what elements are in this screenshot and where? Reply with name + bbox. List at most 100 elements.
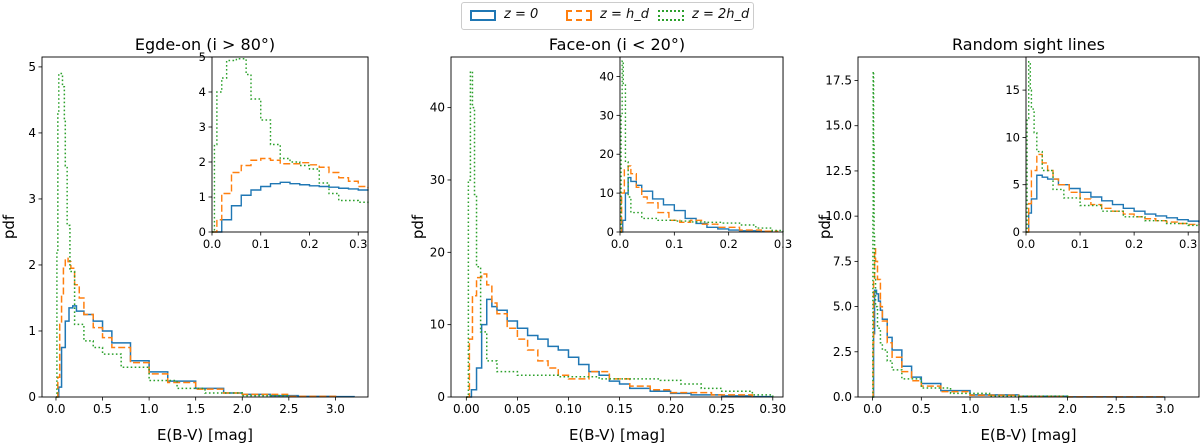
panel-y-tick-label: 20 bbox=[430, 245, 445, 259]
panel-title: Egde-on (i > 80°) bbox=[135, 35, 275, 54]
panel-1: Egde-on (i > 80°) E(B-V) [mag] pdf 0.0 0.5 1.… bbox=[0, 35, 369, 444]
inset-frame bbox=[211, 56, 369, 233]
legend-label-z0: z = 0 bbox=[504, 7, 539, 22]
panel-y-tick-label: 0 bbox=[28, 390, 36, 404]
panel-y-tick-label: 12.5 bbox=[825, 164, 852, 178]
panel-series-line-z0 bbox=[55, 305, 355, 398]
inset-x-tick-label: 0.2 bbox=[720, 237, 738, 251]
inset-frame bbox=[1025, 56, 1200, 233]
panel-x-tick-label: 0.00 bbox=[453, 402, 480, 416]
panel-y-tick-label: 4 bbox=[28, 126, 36, 140]
panel-y-tick-label: 30 bbox=[430, 173, 445, 187]
legend-swatch-z2hd bbox=[658, 10, 684, 21]
panel-3: Random sight lines E(B-V) [mag] pdf 0.0 0.5 1… bbox=[816, 35, 1200, 444]
inset-x-tick-label: 0.0 bbox=[1017, 237, 1035, 251]
inset-y-tick-label: 3 bbox=[199, 120, 206, 134]
panel-x-tick-label: 1.0 bbox=[960, 402, 979, 416]
panel-x-tick-label: 2.0 bbox=[1058, 402, 1077, 416]
y-axis-label: pdf bbox=[816, 214, 834, 239]
inset-x-tick-label: 0.3 bbox=[349, 237, 367, 251]
inset-2: 0.0 0.1 0.2 0.3 0 10 20 30 40 bbox=[599, 56, 792, 251]
panel-x-tick-label: 0.5 bbox=[93, 402, 112, 416]
inset-series-group bbox=[212, 58, 369, 233]
panel-x-tick-label: 0.0 bbox=[46, 402, 65, 416]
inset-series-line-zhd bbox=[620, 165, 779, 233]
panel-series-line-zhd bbox=[466, 273, 754, 398]
panel-y-tick-label: 0 bbox=[437, 390, 445, 404]
inset-x-tick-label: 0.1 bbox=[252, 237, 270, 251]
inset-series-line-zhd bbox=[1026, 153, 1200, 233]
inset-x-tick-label: 0.2 bbox=[300, 237, 318, 251]
inset-y-tick-label: 5 bbox=[199, 50, 206, 64]
inset-x-tick-label: 0.1 bbox=[665, 237, 683, 251]
panel-x-tick-label: 0.15 bbox=[606, 402, 633, 416]
inset-series-group bbox=[1026, 61, 1200, 233]
inset-series-line-zhd bbox=[212, 157, 369, 233]
panel-x-tick-label: 0.20 bbox=[657, 402, 684, 416]
panel-series-line-zhd bbox=[872, 247, 1166, 398]
panel-y-tick-label: 3 bbox=[28, 192, 36, 206]
panel-y-tick-label: 10.0 bbox=[825, 209, 852, 223]
inset-y-tick-label: 30 bbox=[599, 108, 614, 122]
legend-swatch-z0 bbox=[470, 10, 496, 21]
panel-y-tick-label: 10 bbox=[430, 318, 445, 332]
panel-x-tick-label: 0.30 bbox=[759, 402, 786, 416]
inset-3: 0.0 0.1 0.2 0.3 0 5 10 15 bbox=[1005, 56, 1200, 251]
panel-x-tick-label: 0.25 bbox=[708, 402, 735, 416]
panel-x-tick-label: 1.0 bbox=[140, 402, 159, 416]
panel-x-tick-label: 2.5 bbox=[1107, 402, 1126, 416]
legend-swatch-zhd bbox=[566, 10, 592, 21]
inset-y-tick-label: 10 bbox=[1005, 130, 1020, 144]
panel-y-tick-label: 2 bbox=[28, 258, 36, 272]
panel-y-tick-label: 1 bbox=[28, 324, 36, 338]
panel-x-tick-label: 0.5 bbox=[912, 402, 931, 416]
inset-x-tick-label: 0.3 bbox=[1179, 237, 1197, 251]
y-axis-label: pdf bbox=[0, 214, 18, 239]
panel-series-line-zhd bbox=[55, 257, 337, 398]
panel-y-tick-label: 0.0 bbox=[833, 390, 852, 404]
inset-x-tick-label: 0.1 bbox=[1071, 237, 1089, 251]
legend-label-zhd: z = h_d bbox=[600, 7, 649, 22]
x-axis-label: E(B-V) [mag] bbox=[980, 426, 1076, 444]
panel-x-tick-label: 1.5 bbox=[186, 402, 205, 416]
inset-1: 0.0 0.1 0.2 0.3 0 1 2 3 4 5 bbox=[199, 50, 369, 251]
inset-y-tick-label: 0 bbox=[607, 225, 614, 239]
panel-x-tick-label: 1.5 bbox=[1009, 402, 1028, 416]
panel-series-group bbox=[55, 72, 355, 398]
inset-series-line-z2hd bbox=[620, 60, 784, 233]
inset-frame bbox=[619, 56, 784, 233]
inset-background bbox=[620, 57, 783, 232]
inset-series-group bbox=[620, 60, 784, 233]
panel-y-tick-label: 17.5 bbox=[825, 74, 852, 88]
inset-y-tick-label: 20 bbox=[599, 147, 614, 161]
inset-x-tick-label: 0.0 bbox=[203, 237, 221, 251]
y-axis-label: pdf bbox=[409, 214, 427, 239]
inset-background bbox=[1026, 57, 1199, 232]
panel-x-tick-label: 0.10 bbox=[555, 402, 582, 416]
inset-y-tick-label: 1 bbox=[199, 190, 206, 204]
panel-x-tick-label: 3.0 bbox=[1155, 402, 1174, 416]
panel-title: Face-on (i < 20°) bbox=[549, 35, 685, 54]
inset-series-line-z0 bbox=[1026, 174, 1200, 233]
inset-x-tick-label: 0.2 bbox=[1125, 237, 1143, 251]
panel-series-line-z2hd bbox=[872, 70, 1069, 398]
inset-series-line-z2hd bbox=[1026, 61, 1200, 233]
x-axis-label: E(B-V) [mag] bbox=[569, 426, 665, 444]
panel-series-line-z0 bbox=[466, 298, 774, 398]
panel-x-tick-label: 0.0 bbox=[863, 402, 882, 416]
inset-x-tick-label: 0.3 bbox=[774, 237, 792, 251]
panel-y-tick-label: 2.5 bbox=[833, 345, 852, 359]
panel-x-tick-label: 2.0 bbox=[233, 402, 252, 416]
inset-y-tick-label: 15 bbox=[1005, 83, 1020, 97]
panel-series-group bbox=[872, 70, 1166, 398]
inset-series-line-z0 bbox=[212, 181, 369, 233]
panel-x-tick-label: 2.5 bbox=[279, 402, 298, 416]
inset-x-tick-label: 0.0 bbox=[611, 237, 629, 251]
inset-series-line-z2hd bbox=[212, 58, 369, 233]
legend-label-z2hd: z = 2h_d bbox=[692, 7, 750, 22]
legend: z = 0 z = h_d z = 2h_d bbox=[461, 2, 754, 30]
panel-y-tick-label: 7.5 bbox=[833, 254, 852, 268]
inset-y-tick-label: 4 bbox=[199, 85, 206, 99]
